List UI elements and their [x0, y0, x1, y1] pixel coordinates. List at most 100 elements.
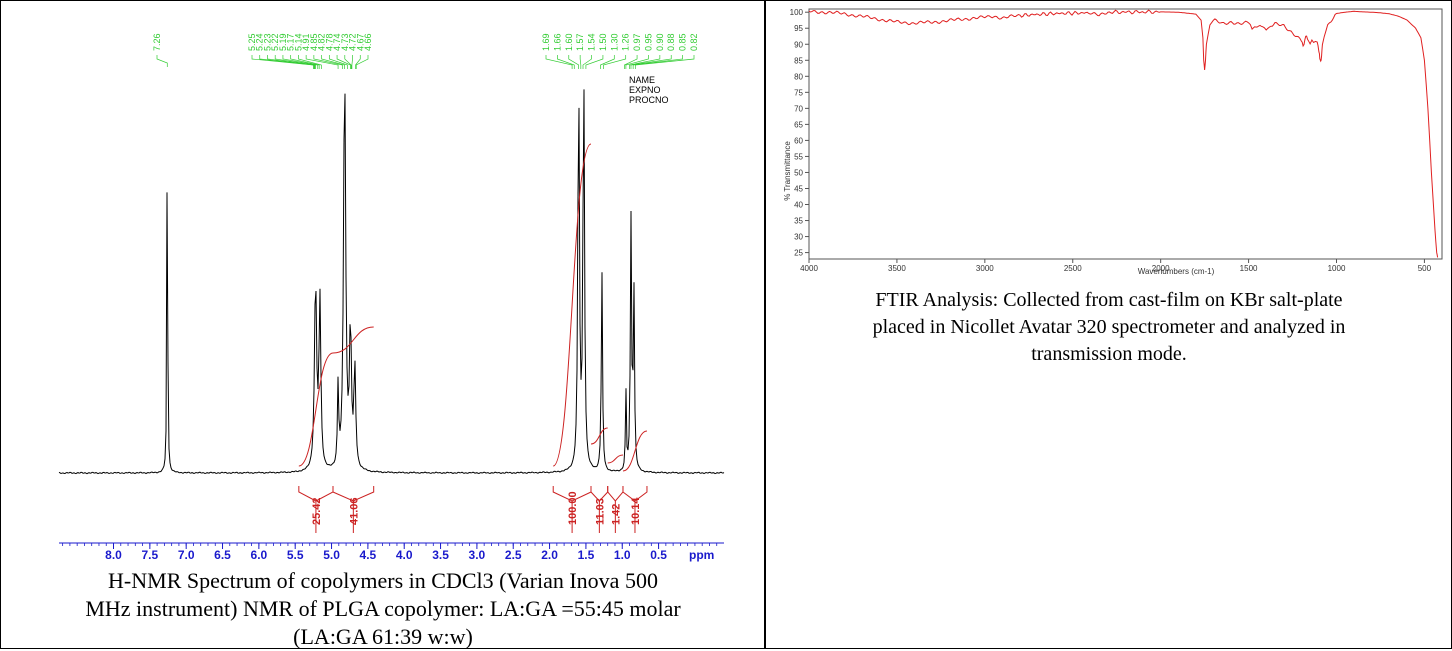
nmr-tick-label: 2.0	[541, 548, 558, 562]
nmr-integral-label: 1.42	[610, 504, 622, 525]
nmr-peak-connector	[585, 55, 604, 69]
nmr-peak-label: 7.26	[152, 33, 162, 51]
ftir-x-tick-label: 3000	[976, 264, 994, 273]
ftir-x-tick-label: 2000	[1152, 264, 1170, 273]
nmr-integral-curve	[622, 430, 648, 472]
nmr-tick-label: 2.5	[505, 548, 522, 562]
nmr-integral-label: 100.00	[567, 491, 579, 525]
ftir-x-axis-label: Wavenumbers (cm-1)	[1138, 267, 1215, 276]
nmr-peak-connector	[629, 55, 661, 69]
nmr-peak-label: 4.72	[348, 33, 358, 51]
nmr-integral-label: 10.14	[630, 497, 642, 525]
ftir-y-tick-label: 25	[794, 249, 803, 258]
nmr-peak-label: 0.88	[666, 33, 676, 51]
nmr-integral-bracket	[607, 486, 624, 502]
nmr-caption-line-3: (LA:GA 61:39 w:w)	[293, 624, 473, 649]
nmr-peak-label: 1.69	[541, 33, 551, 51]
nmr-peak-connector	[313, 55, 343, 69]
nmr-caption-line-1: H-NMR Spectrum of copolymers in CDCl3 (V…	[108, 568, 658, 593]
ftir-x-tick-label: 2500	[1064, 264, 1082, 273]
nmr-integral-label: 25.42	[311, 497, 323, 525]
nmr-peak-label: 5.23	[262, 33, 272, 51]
nmr-integral-curve	[332, 326, 374, 354]
nmr-peak-connector	[251, 55, 314, 69]
ftir-y-tick-label: 45	[794, 184, 803, 193]
nmr-peak-label: 4.73	[340, 33, 350, 51]
nmr-peak-connector	[625, 55, 649, 69]
nmr-spectrum-line	[58, 89, 725, 475]
nmr-tick-label: 0.5	[650, 548, 667, 562]
ftir-y-tick-label: 40	[794, 201, 803, 210]
nmr-peak-connector	[298, 55, 322, 69]
nmr-panel: 25.42 41.06 100.00 11.03 1.42 10.14 7.26 5.25 5…	[0, 0, 766, 649]
ftir-x-tick-label: 3500	[888, 264, 906, 273]
nmr-peak-label: 4.74	[332, 33, 342, 51]
ftir-y-tick-label: 65	[794, 120, 803, 129]
nmr-peak-label: 0.90	[655, 33, 665, 51]
nmr-peak-label: 5.22	[270, 33, 280, 51]
nmr-peak-label: 0.82	[689, 33, 699, 51]
nmr-peak-connector	[282, 55, 319, 69]
ftir-y-axis-label: % Transmittance	[783, 141, 792, 201]
nmr-peak-connector	[355, 55, 361, 69]
nmr-peak-label: 5.25	[247, 33, 257, 51]
nmr-peak-label: 4.85	[309, 33, 319, 51]
nmr-peak-label: 0.97	[632, 33, 642, 51]
nmr-peak-label: 5.14	[293, 33, 303, 51]
nmr-tick-label: 5.0	[323, 548, 340, 562]
nmr-integral-curve	[298, 352, 334, 467]
nmr-tick-label: 4.5	[360, 548, 377, 562]
nmr-info-block: NAME EXPNO PROCNO	[629, 75, 669, 105]
ftir-caption-line-2: placed in Nicollet Avatar 320 spectromet…	[872, 316, 1346, 338]
ftir-y-tick-label: 70	[794, 104, 803, 113]
nmr-peak-label: 0.95	[643, 33, 653, 51]
nmr-peak-connector	[156, 55, 168, 67]
nmr-peak-label: 1.60	[564, 33, 574, 51]
nmr-peak-connector	[557, 55, 575, 69]
ftir-caption: FTIR Analysis: Collected from cast-film …	[776, 287, 1442, 368]
ftir-x-tick-label: 1000	[1328, 264, 1346, 273]
nmr-peak-connector	[600, 55, 615, 69]
ftir-y-tick-label: 90	[794, 40, 803, 49]
nmr-tick-label: 5.5	[287, 548, 304, 562]
nmr-tick-label: 3.5	[432, 548, 449, 562]
nmr-peak-label: 5.24	[255, 33, 265, 51]
nmr-peak-connector	[632, 55, 683, 69]
nmr-tick-label: 6.0	[251, 548, 268, 562]
nmr-integral-curve	[590, 427, 608, 445]
ftir-x-tick-label: 4000	[800, 264, 818, 273]
ftir-y-tick-label: 60	[794, 136, 803, 145]
nmr-info-expno: EXPNO	[629, 85, 661, 95]
nmr-peak-label: 4.67	[355, 33, 365, 51]
nmr-peak-label: 1.50	[598, 33, 608, 51]
nmr-peak-connector	[568, 55, 579, 69]
nmr-peak-connector	[634, 55, 695, 69]
ftir-y-tick-label: 55	[794, 152, 803, 161]
nmr-peak-label: 1.54	[587, 33, 597, 51]
nmr-peak-label: 4.66	[363, 33, 373, 51]
nmr-peak-connector	[274, 55, 316, 69]
ftir-y-tick-label: 85	[794, 56, 803, 65]
nmr-caption-line-2: MHz instrument) NMR of PLGA copolymer: L…	[85, 596, 681, 621]
nmr-tick-label: 7.0	[178, 548, 195, 562]
nmr-peak-connector	[579, 55, 582, 69]
ftir-chart: 25 30 35 40 45 50 55 60 65 70 75 80 85 90 95 100 4000 350…	[783, 8, 1443, 276]
nmr-tick-label: 1.0	[614, 548, 631, 562]
ftir-y-tick-label: 35	[794, 217, 803, 226]
ftir-y-tick-label: 30	[794, 233, 803, 242]
nmr-peak-label: 4.91	[301, 33, 311, 51]
nmr-peak-connector	[321, 55, 345, 69]
nmr-integral-curve	[552, 143, 592, 467]
nmr-peak-connector	[290, 55, 320, 69]
nmr-tick-label: 7.5	[142, 548, 159, 562]
nmr-peak-connector	[545, 55, 573, 69]
nmr-peak-connector	[259, 55, 315, 69]
nmr-peak-connector	[355, 55, 369, 69]
nmr-peak-label: 5.19	[278, 33, 288, 51]
nmr-peak-connector	[328, 55, 348, 69]
ftir-y-tick-label: 75	[794, 88, 803, 97]
ftir-caption-line-1: FTIR Analysis: Collected from cast-film …	[875, 289, 1343, 311]
ftir-panel: 25 30 35 40 45 50 55 60 65 70 75 80 85 90 95 100 4000 350…	[766, 0, 1452, 649]
nmr-peak-label: 1.26	[621, 33, 631, 51]
nmr-tick-label: 3.0	[469, 548, 486, 562]
